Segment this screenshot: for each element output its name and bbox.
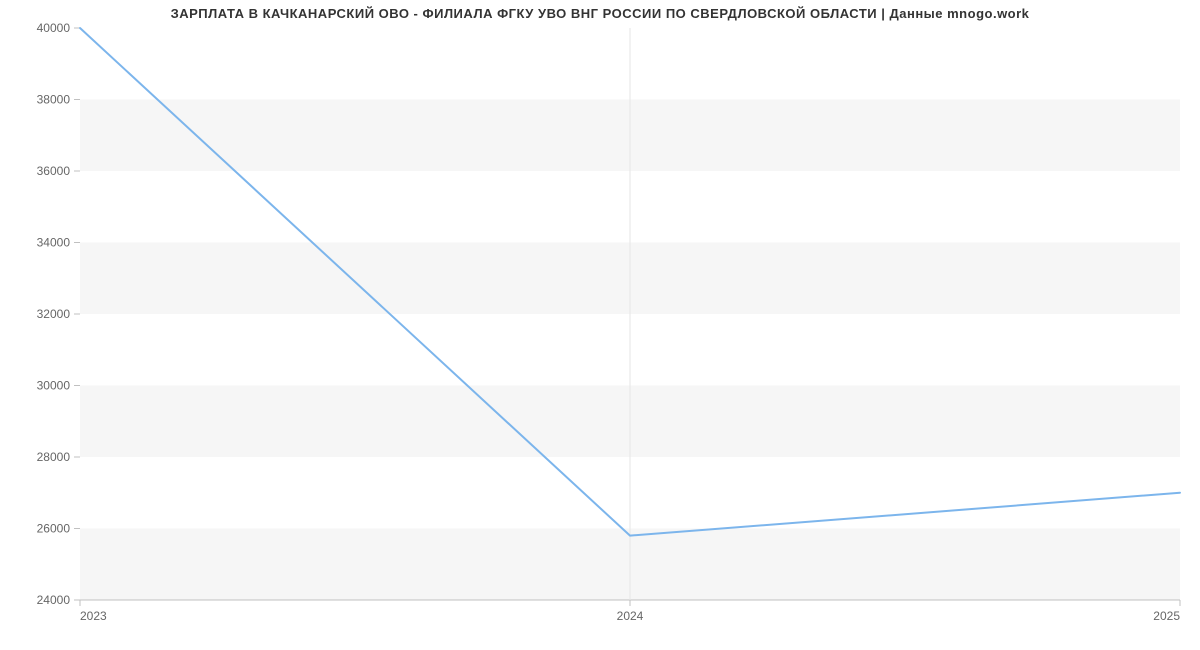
- y-tick-label: 26000: [37, 522, 71, 536]
- y-tick-label: 30000: [37, 379, 71, 393]
- y-tick-label: 36000: [37, 164, 71, 178]
- chart-svg: 24000 26000 28000 30000 32000 34000 36000 38000…: [0, 0, 1200, 650]
- y-tick-label: 34000: [37, 236, 71, 250]
- x-tick-label: 2023: [80, 609, 107, 623]
- y-tick-label: 38000: [37, 93, 71, 107]
- y-tick-label: 28000: [37, 450, 71, 464]
- y-tick-label: 24000: [37, 593, 71, 607]
- x-tick-label: 2025: [1153, 609, 1180, 623]
- y-tick-label: 40000: [37, 21, 71, 35]
- y-tick-label: 32000: [37, 307, 71, 321]
- salary-line-chart: ЗАРПЛАТА В КАЧКАНАРСКИЙ ОВО - ФИЛИАЛА ФГ…: [0, 0, 1200, 650]
- x-tick-label: 2024: [617, 609, 644, 623]
